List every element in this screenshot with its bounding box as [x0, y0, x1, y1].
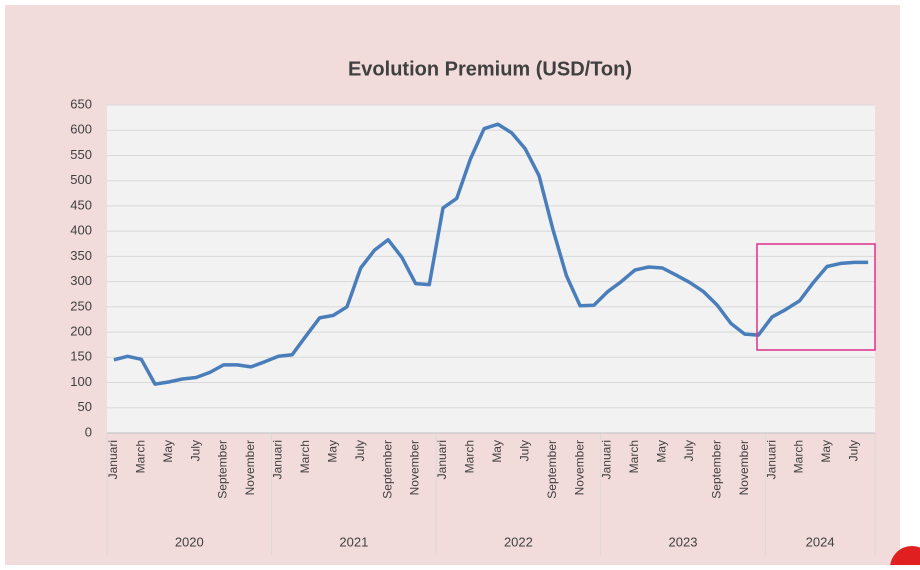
y-tick-label: 50 — [78, 399, 92, 414]
corner-dot — [890, 546, 920, 570]
y-tick-label: 150 — [70, 349, 92, 364]
y-tick-label: 450 — [70, 197, 92, 212]
x-tick-label: March — [298, 440, 312, 473]
x-tick-label: Januari — [600, 440, 614, 479]
x-tick-label: May — [161, 440, 175, 463]
plot-area — [107, 105, 875, 433]
group-label: 2023 — [669, 534, 698, 549]
group-label: 2022 — [504, 534, 533, 549]
x-tick-label: March — [627, 440, 641, 473]
x-tick-label: March — [133, 440, 147, 473]
x-tick-label: May — [325, 440, 339, 463]
x-tick-label: November — [408, 440, 422, 495]
x-tick-label: Januari — [106, 440, 120, 479]
x-tick-label: July — [353, 440, 367, 461]
chart-title: Evolution Premium (USD/Ton) — [348, 58, 632, 80]
x-tick-label: July — [517, 440, 531, 461]
y-tick-label: 200 — [70, 324, 92, 339]
group-label: 2020 — [175, 534, 204, 549]
x-tick-label: May — [490, 440, 504, 463]
x-tick-label: November — [243, 440, 257, 495]
x-tick-label: November — [572, 440, 586, 495]
y-tick-label: 400 — [70, 223, 92, 238]
x-tick-label: September — [380, 440, 394, 499]
y-tick-label: 250 — [70, 298, 92, 313]
y-tick-label: 350 — [70, 248, 92, 263]
y-tick-label: 100 — [70, 374, 92, 389]
data-line — [113, 122, 869, 386]
y-tick-label: 500 — [70, 172, 92, 187]
x-tick-label: May — [819, 440, 833, 463]
x-tick-label: September — [545, 440, 559, 499]
group-label: 2021 — [339, 534, 368, 549]
highlight-box — [756, 243, 876, 351]
y-tick-label: 600 — [70, 122, 92, 137]
x-tick-label: Januari — [764, 440, 778, 479]
x-tick-label: March — [463, 440, 477, 473]
x-tick-label: July — [847, 440, 861, 461]
y-tick-label: 300 — [70, 273, 92, 288]
x-tick-label: March — [792, 440, 806, 473]
y-tick-label: 0 — [85, 424, 92, 439]
x-tick-label: Januari — [435, 440, 449, 479]
group-label: 2024 — [806, 534, 835, 549]
x-tick-label: July — [188, 440, 202, 461]
x-tick-label: September — [216, 440, 230, 499]
y-tick-label: 550 — [70, 147, 92, 162]
x-tick-label: May — [655, 440, 669, 463]
x-tick-label: July — [682, 440, 696, 461]
x-tick-label: Januari — [271, 440, 285, 479]
y-tick-label: 650 — [70, 96, 92, 111]
x-tick-label: November — [737, 440, 751, 495]
x-tick-label: September — [709, 440, 723, 499]
